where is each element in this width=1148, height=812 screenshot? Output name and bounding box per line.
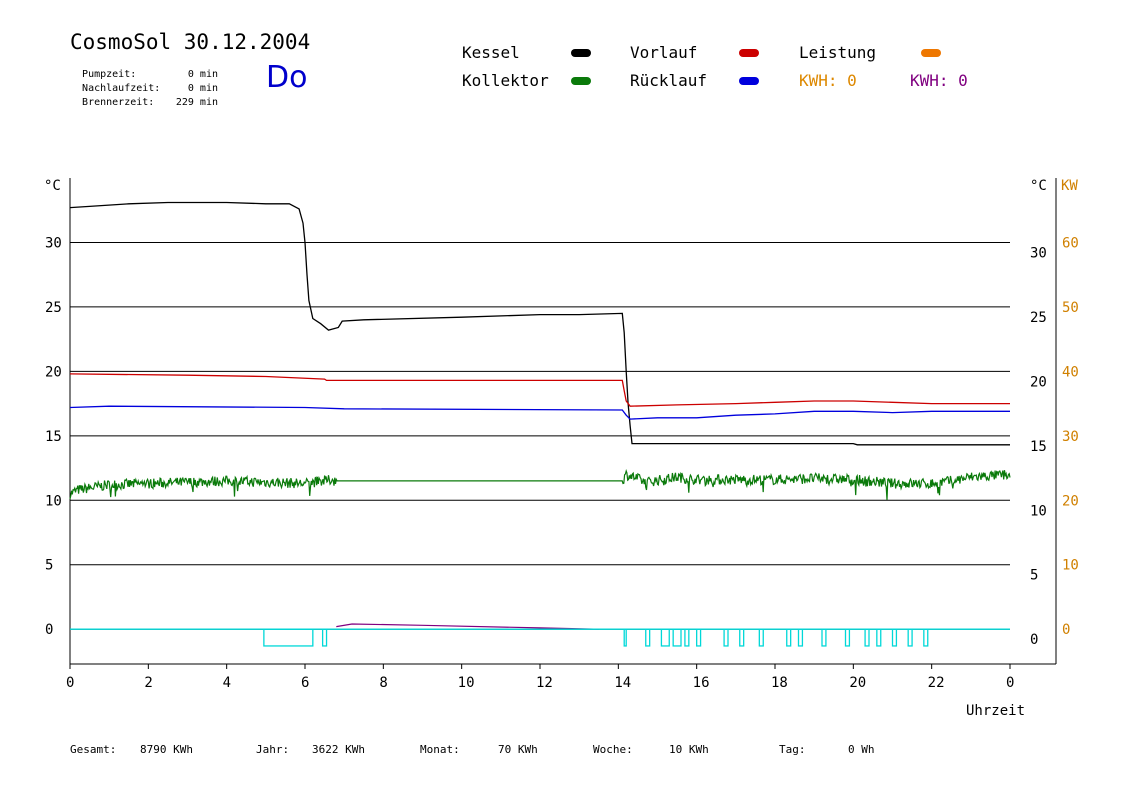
stat-value: 0 min	[187, 69, 218, 80]
stat-value: 229 min	[175, 97, 218, 108]
x-tick-label: 20	[849, 675, 866, 691]
y-tick-label-left: 20	[45, 364, 62, 380]
x-tick-label: 18	[771, 675, 788, 691]
y-axis-unit-right: °C	[1030, 178, 1047, 194]
stat-value: 0 min	[187, 83, 218, 94]
pump-pulse	[844, 628, 851, 647]
pump-pulse	[684, 628, 690, 647]
kw-tick-label: 10	[1062, 558, 1079, 574]
legend-leistung-label: Leistung	[799, 43, 877, 62]
y-tick-label-right: 20	[1030, 374, 1047, 390]
y-tick-label-left: 15	[45, 429, 62, 445]
y-tick-label-right: 25	[1030, 310, 1047, 326]
footer-monat-label: Monat:	[420, 743, 460, 756]
pump-pulse	[321, 628, 328, 647]
legend-vorlauf-swatch	[739, 49, 759, 57]
y-tick-label-right: 5	[1030, 568, 1038, 584]
x-tick-label: 6	[301, 675, 309, 691]
page-title: CosmoSol 30.12.2004	[70, 30, 311, 54]
footer-tag-label: Tag:	[779, 743, 806, 756]
x-tick-label: 22	[928, 675, 945, 691]
footer-jahr-value: 3622 KWh	[312, 743, 365, 756]
y-tick-label-left: 10	[45, 493, 62, 509]
series-line-vorlauf	[69, 373, 1010, 407]
pump-pulse	[797, 628, 804, 647]
kw-tick-label: 20	[1062, 493, 1079, 509]
pump-pulse	[696, 628, 702, 647]
x-tick-label: 16	[693, 675, 710, 691]
stat-nachlaufzeit: Nachlaufzeit: 0 min	[70, 72, 218, 94]
stat-label: Brennerzeit:	[82, 97, 155, 108]
kw-tick-label: 50	[1062, 300, 1079, 316]
pump-pulse	[891, 628, 898, 647]
pump-pulse	[864, 628, 870, 647]
weekday-label: Do	[266, 60, 308, 95]
legend-kwh-value: KWH: 0	[799, 71, 857, 90]
legend-kessel-label: Kessel	[462, 43, 520, 62]
kw-tick-label: 30	[1062, 429, 1079, 445]
kw-tick-label: 40	[1062, 364, 1079, 380]
y-tick-label-left: 30	[45, 235, 62, 251]
pump-pulse	[923, 628, 929, 647]
y-tick-label-left: 0	[45, 622, 53, 638]
kw-axis-unit: KW	[1061, 178, 1078, 194]
series-line-kessel	[69, 201, 1010, 446]
x-tick-label: 10	[458, 675, 475, 691]
y-axis-unit-left: °C	[44, 178, 61, 194]
legend-kollektor-swatch	[571, 77, 591, 85]
stat-label: Nachlaufzeit:	[82, 83, 161, 94]
series-line-ruecklauf	[69, 405, 1010, 420]
x-tick-label: 4	[223, 675, 231, 691]
footer-monat-value: 70 KWh	[498, 743, 538, 756]
stat-brennerzeit: Brennerzeit: 229 min	[70, 86, 218, 108]
legend-kwh-value-2: KWH: 0	[910, 71, 968, 90]
legend-kollektor-label: Kollektor	[462, 71, 549, 90]
footer-woche-label: Woche:	[593, 743, 633, 756]
pump-pulse	[623, 628, 627, 647]
x-tick-label: 8	[379, 675, 387, 691]
legend-ruecklauf-swatch	[739, 77, 759, 85]
x-tick-label: 14	[614, 675, 631, 691]
kw-tick-label: 0	[1062, 622, 1070, 638]
pump-pulse	[786, 628, 792, 647]
stat-label: Pumpzeit:	[82, 69, 137, 80]
x-tick-label: 2	[144, 675, 152, 691]
y-tick-label-right: 10	[1030, 503, 1047, 519]
pump-pulse	[263, 628, 314, 647]
pump-pulse	[907, 628, 913, 647]
legend-ruecklauf-label: Rücklauf	[630, 71, 708, 90]
x-axis-label: Uhrzeit	[966, 703, 1025, 719]
pump-pulse	[660, 628, 670, 647]
footer-gesamt-label: Gesamt:	[70, 743, 117, 756]
series-line-kollektor	[69, 469, 1011, 501]
footer-gesamt-value: 8790 KWh	[140, 743, 193, 756]
kw-tick-label: 60	[1062, 235, 1079, 251]
y-tick-label-right: 15	[1030, 439, 1047, 455]
x-tick-label: 0	[66, 675, 74, 691]
y-tick-label-right: 0	[1030, 632, 1038, 648]
x-tick-label: 0	[1006, 675, 1014, 691]
y-tick-label-left: 25	[45, 300, 62, 316]
pump-pulse	[821, 628, 827, 647]
legend-leistung-swatch	[921, 49, 941, 57]
legend-kessel-swatch	[571, 49, 591, 57]
legend-vorlauf-label: Vorlauf	[630, 43, 698, 62]
footer-woche-value: 10 KWh	[669, 743, 709, 756]
pump-pulse	[645, 628, 651, 647]
stat-pumpzeit: Pumpzeit: 0 min	[70, 58, 218, 80]
pump-pulse	[672, 628, 682, 647]
y-tick-label-left: 5	[45, 558, 53, 574]
footer-jahr-label: Jahr:	[256, 743, 290, 756]
series-line-leistung	[336, 623, 599, 630]
y-tick-label-right: 30	[1030, 245, 1047, 261]
pump-pulse	[739, 628, 745, 647]
pump-pulse	[876, 628, 882, 647]
pump-pulse	[723, 628, 729, 647]
pump-pulse	[758, 628, 764, 647]
x-tick-label: 12	[536, 675, 553, 691]
footer-tag-value: 0 Wh	[848, 743, 875, 756]
